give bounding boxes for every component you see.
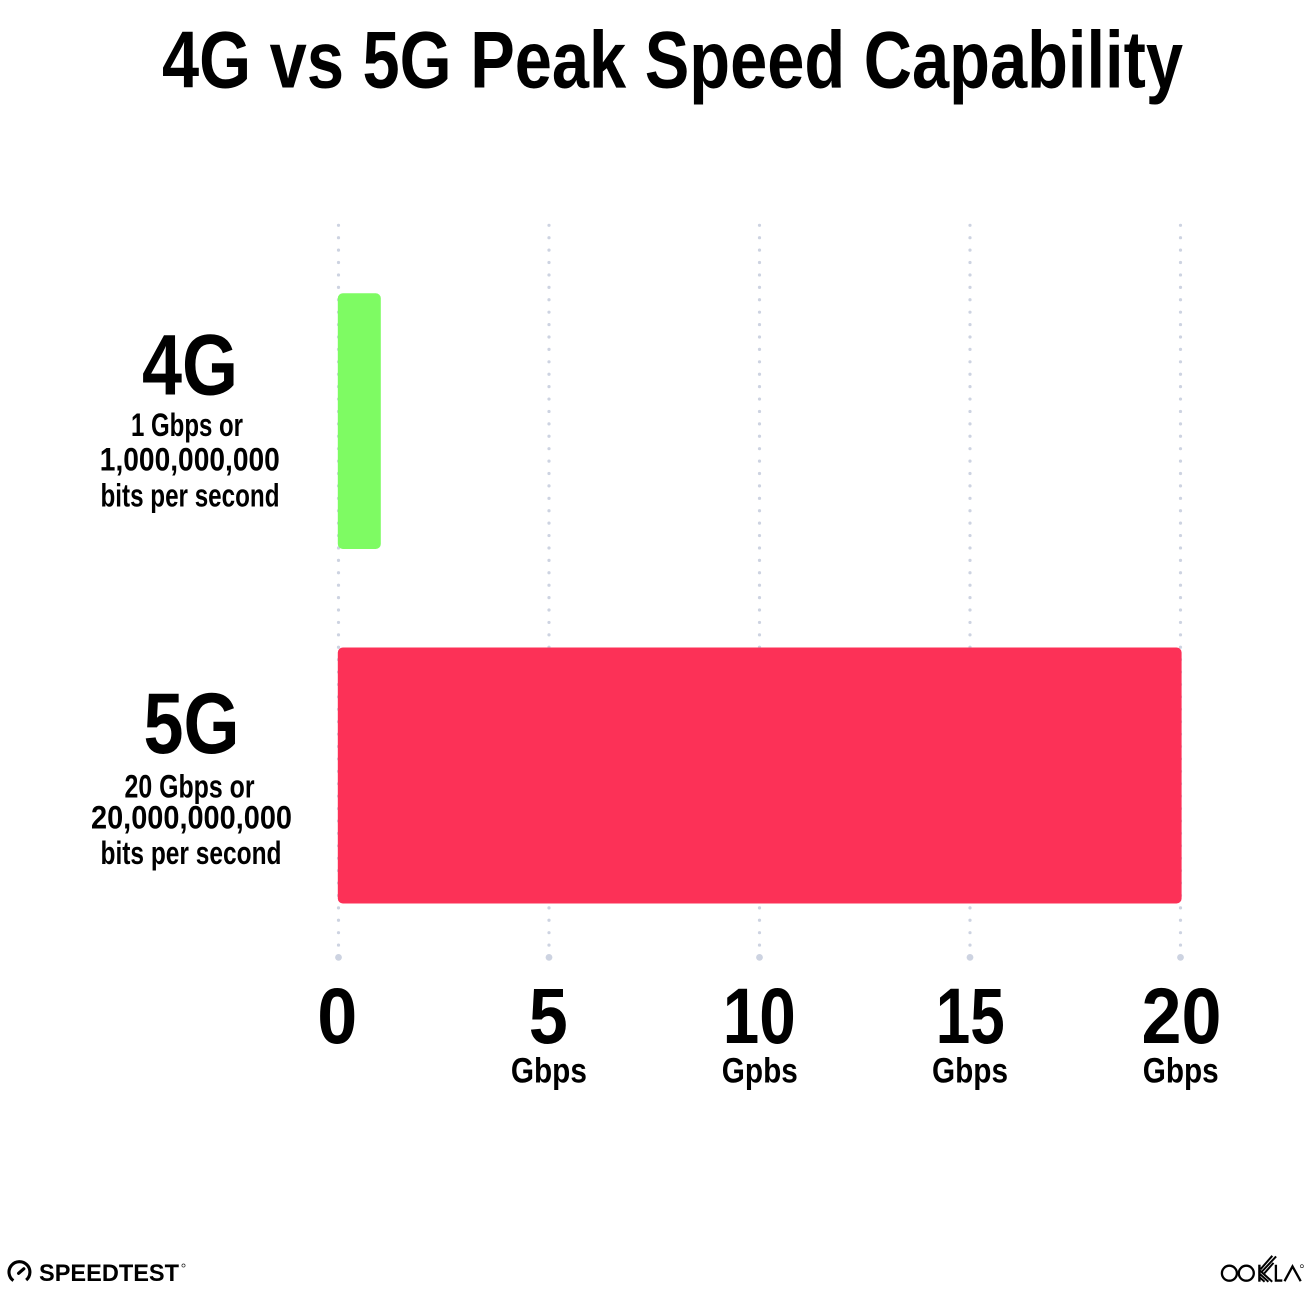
svg-text:15: 15 xyxy=(936,971,1005,1060)
svg-text:SPEEDTEST: SPEEDTEST xyxy=(39,1260,179,1287)
svg-text:Gpbs: Gpbs xyxy=(722,1052,798,1091)
svg-text:20,000,000,000: 20,000,000,000 xyxy=(91,799,292,835)
svg-text:4G: 4G xyxy=(142,317,238,413)
svg-text:Gbps: Gbps xyxy=(932,1052,1008,1091)
svg-text:10: 10 xyxy=(723,971,796,1060)
svg-text:Gbps: Gbps xyxy=(511,1052,587,1091)
svg-text:20 Gbps or: 20 Gbps or xyxy=(125,768,255,804)
svg-text:4G vs 5G Peak Speed Capability: 4G vs 5G Peak Speed Capability xyxy=(162,15,1183,105)
svg-text:1 Gbps or: 1 Gbps or xyxy=(131,407,243,443)
svg-text:5G: 5G xyxy=(144,676,240,772)
svg-text:Gbps: Gbps xyxy=(1143,1052,1219,1091)
svg-text:0: 0 xyxy=(317,971,357,1060)
svg-text:bits per second: bits per second xyxy=(101,835,282,871)
svg-text:5: 5 xyxy=(529,971,568,1060)
svg-text:20: 20 xyxy=(1142,971,1222,1060)
svg-text:1,000,000,000: 1,000,000,000 xyxy=(100,442,280,478)
svg-text:bits per second: bits per second xyxy=(101,477,280,513)
